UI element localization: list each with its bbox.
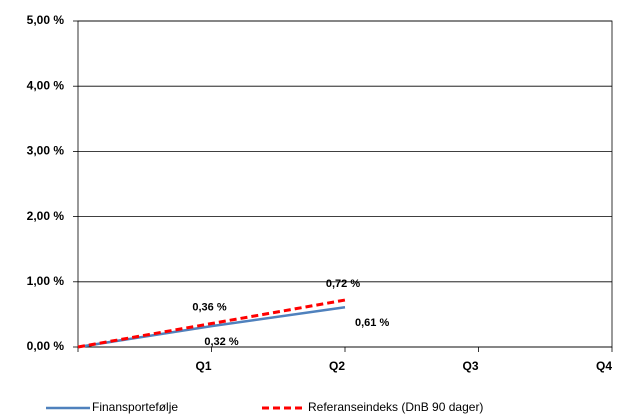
y-tick-label: 1,00 % [27, 274, 65, 288]
y-tick-label: 0,00 % [27, 339, 65, 353]
y-tick-label: 5,00 % [27, 13, 65, 27]
y-tick-label: 4,00 % [27, 78, 65, 92]
data-label: 0,72 % [326, 278, 360, 290]
data-label: 0,36 % [192, 301, 226, 313]
y-tick-label: 3,00 % [27, 144, 65, 158]
x-tick-label: Q1 [195, 359, 211, 373]
series-line [77, 298, 346, 349]
x-tick-label: Q3 [462, 359, 478, 373]
x-tick-label: Q4 [596, 359, 612, 373]
legend-label: Referanseindeks (DnB 90 dager) [308, 400, 483, 414]
data-label: 0,32 % [204, 336, 238, 348]
x-tick-label: Q2 [329, 359, 345, 373]
y-tick-label: 2,00 % [27, 209, 65, 223]
data-label: 0,61 % [355, 317, 389, 329]
legend-label: Finansportefølje [92, 400, 178, 414]
